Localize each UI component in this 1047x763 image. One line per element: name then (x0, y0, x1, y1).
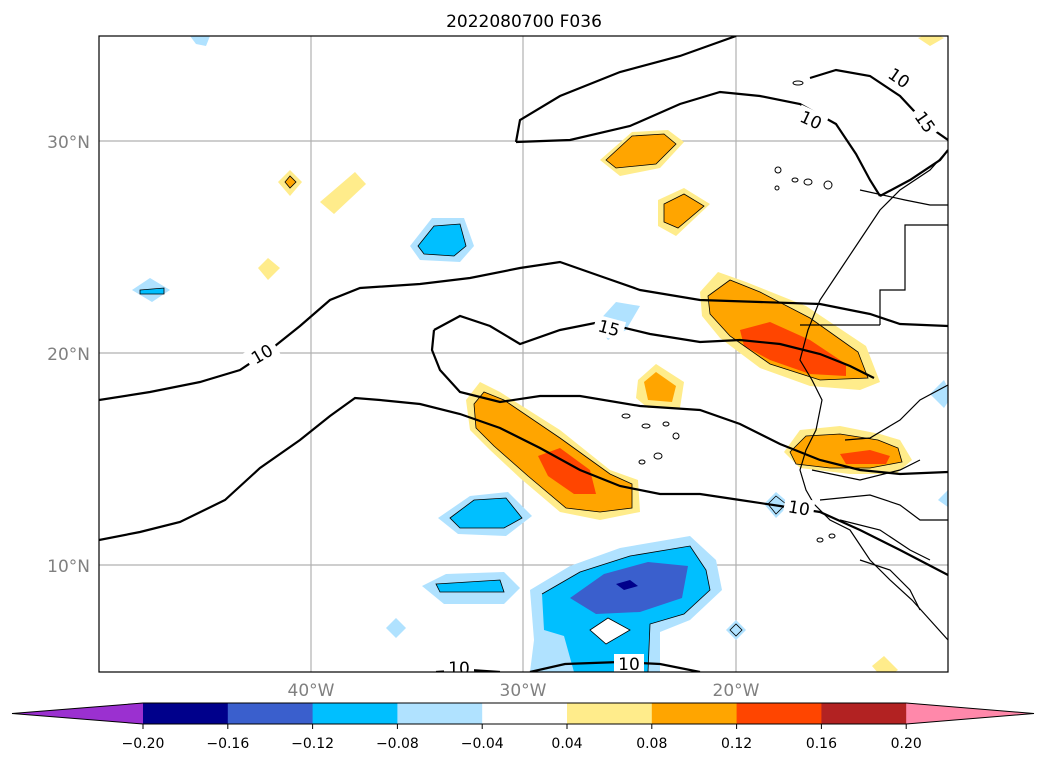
colorbar-tick-label: 0.12 (721, 736, 752, 752)
negative-region (418, 224, 466, 256)
colorbar-tick-label: −0.20 (122, 736, 165, 752)
negative-region (450, 498, 522, 528)
colorbar-tick-label: 0.08 (636, 736, 667, 752)
colorbar-segment (312, 703, 398, 724)
contour-label: 10 (786, 497, 811, 520)
islands (621, 80, 836, 543)
coastlines (799, 149, 948, 641)
colorbar-segment (482, 703, 568, 724)
contour-labels: 10 10 15 15 10 10 10 10 (243, 61, 942, 679)
positive-region (740, 322, 846, 376)
map-title: 2022080700 F036 (446, 12, 602, 32)
colorbar-segment (736, 703, 822, 724)
positive-region (872, 656, 898, 672)
colorbar-segment (821, 703, 907, 724)
map-area: 10 10 15 15 10 10 10 10 (99, 36, 948, 679)
positive-region (320, 172, 366, 214)
colorbar-tick-label: 0.20 (891, 736, 922, 752)
colorbar-segment (567, 703, 653, 724)
colorbar-extend-low (12, 703, 143, 724)
negative-region (938, 490, 948, 508)
negative-anomaly-fills (132, 36, 948, 672)
colorbar-segment (651, 703, 738, 724)
colorbar-tick-label: 0.16 (806, 736, 837, 752)
colorbar-tick-label: −0.12 (291, 736, 334, 752)
contour-label: 10 (448, 659, 470, 679)
negative-region (190, 36, 210, 46)
colorbar-tick-label: −0.16 (206, 736, 249, 752)
negative-region (590, 618, 630, 644)
positive-region (538, 448, 596, 494)
lon-label-30w: 30°W (500, 681, 547, 701)
positive-region (840, 450, 890, 464)
positive-region (606, 134, 676, 168)
positive-region (664, 194, 704, 228)
colorbar-tick-label: 0.04 (551, 736, 582, 752)
anomaly-outlines (139, 133, 903, 672)
positive-region (918, 36, 944, 46)
colorbar-segment (143, 703, 229, 724)
colorbar-segment (397, 703, 483, 724)
positive-region (258, 258, 280, 280)
colorbar-extend-high (906, 703, 1034, 724)
positive-region (644, 372, 676, 402)
colorbar-tick-label: −0.08 (376, 736, 419, 752)
lon-label-40w: 40°W (288, 681, 335, 701)
colorbar-tick-label: −0.04 (461, 736, 504, 752)
negative-region (616, 580, 638, 590)
colorbar: −0.20 −0.16 −0.12 −0.08 −0.04 0.04 0.08 0.12 0.1… (11, 702, 1035, 752)
gridlines (99, 36, 948, 672)
lat-label-20n: 20°N (47, 345, 90, 365)
map-frame (98, 35, 949, 673)
contour-label: 10 (618, 655, 640, 675)
lat-label-30n: 30°N (47, 133, 90, 153)
colorbar-segment (227, 703, 314, 724)
lon-label-20w: 20°W (713, 681, 760, 701)
lat-label-10n: 10°N (47, 557, 90, 577)
negative-region (386, 618, 406, 638)
negative-region (726, 620, 746, 640)
